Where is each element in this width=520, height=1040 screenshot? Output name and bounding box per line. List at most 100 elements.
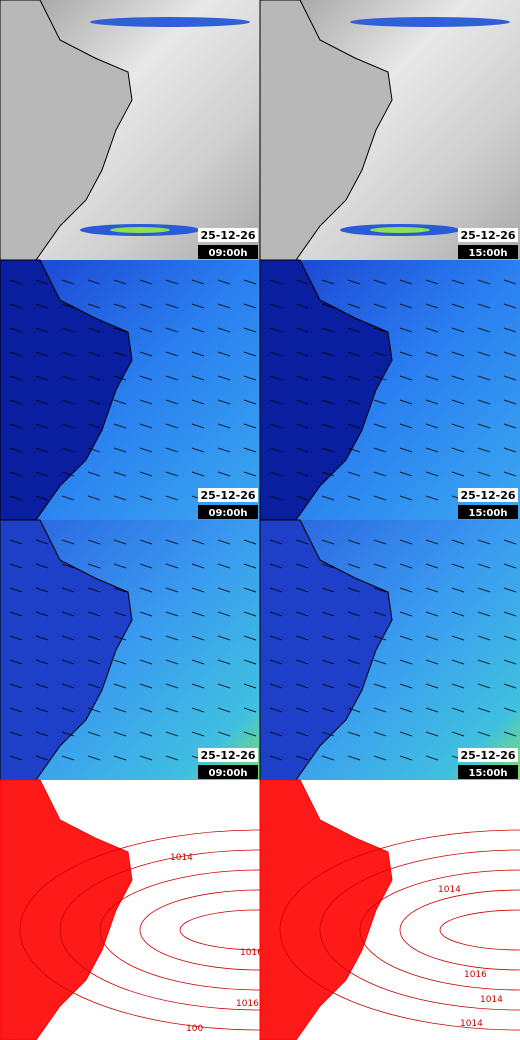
wind-arrow — [35, 423, 49, 429]
wind-arrow — [451, 635, 465, 641]
wind-arrow — [191, 659, 205, 665]
wind-arrow — [113, 399, 127, 405]
wind-arrow — [321, 611, 335, 617]
wind-arrow — [61, 731, 75, 737]
wind-arrow — [503, 683, 517, 689]
wind-arrow — [87, 495, 101, 501]
isobar — [279, 829, 520, 1031]
wind-arrow — [243, 539, 257, 545]
wind-arrow — [295, 731, 309, 737]
wind-arrow — [139, 303, 153, 309]
stamp-date: 25-12-26 — [200, 229, 255, 242]
wind-arrow — [373, 563, 387, 569]
wind-arrow — [269, 375, 283, 381]
wind-arrow — [165, 279, 179, 285]
wind-arrow — [87, 327, 101, 333]
stamp-time: 09:00h — [209, 508, 248, 519]
wind-arrow — [347, 707, 361, 713]
wind-arrow — [503, 587, 517, 593]
wind-arrow — [217, 471, 231, 477]
wind-arrow — [399, 423, 413, 429]
stamp-time-box — [198, 245, 258, 259]
stamp-date: 25-12-26 — [200, 749, 255, 762]
wind-arrow — [347, 659, 361, 665]
wind-arrow — [61, 635, 75, 641]
wind-arrow — [425, 707, 439, 713]
wind-arrow — [477, 707, 491, 713]
wind-arrow — [425, 423, 439, 429]
wind-arrow — [477, 303, 491, 309]
wind-arrow — [139, 471, 153, 477]
stamp-date: 25-12-26 — [460, 489, 515, 502]
cloud-band — [90, 17, 250, 27]
wind-arrow — [139, 279, 153, 285]
wind-arrow — [399, 447, 413, 453]
wind-arrow — [373, 731, 387, 737]
wind-arrow — [139, 683, 153, 689]
wind-arrow — [61, 375, 75, 381]
wind-arrow — [139, 351, 153, 357]
stamp-time: 15:00h — [469, 248, 508, 259]
wind-arrow — [399, 351, 413, 357]
wind-arrow — [503, 707, 517, 713]
wind-arrow — [451, 539, 465, 545]
stamp-time: 15:00h — [469, 768, 508, 779]
stamp-time-box — [458, 505, 518, 519]
wind-arrow — [87, 635, 101, 641]
wind-arrow — [477, 539, 491, 545]
wind-arrow — [9, 351, 23, 357]
map-panel: 25-12-26 09:00h — [0, 519, 260, 781]
wind-arrow — [399, 611, 413, 617]
wind-arrow — [269, 351, 283, 357]
wind-arrow — [9, 375, 23, 381]
stamp-time: 09:00h — [209, 768, 248, 779]
wind-arrow — [243, 423, 257, 429]
wind-arrow — [399, 327, 413, 333]
wind-arrow — [425, 611, 439, 617]
wind-arrow — [269, 471, 283, 477]
wind-arrow — [269, 447, 283, 453]
wind-arrow — [217, 707, 231, 713]
wind-arrow — [373, 659, 387, 665]
wind-arrow — [243, 683, 257, 689]
wind-arrow — [477, 563, 491, 569]
wind-arrow — [399, 471, 413, 477]
wind-arrow — [269, 611, 283, 617]
wind-arrow — [217, 563, 231, 569]
isobar-label: 1016 — [236, 999, 259, 1009]
wind-arrow — [243, 447, 257, 453]
wind-arrow — [399, 587, 413, 593]
wind-arrow — [477, 399, 491, 405]
wind-arrow — [165, 635, 179, 641]
wind-arrow — [191, 611, 205, 617]
wind-arrow — [217, 587, 231, 593]
wind-arrow — [9, 303, 23, 309]
wind-arrow — [425, 683, 439, 689]
wind-arrow — [191, 707, 205, 713]
wind-arrow — [87, 707, 101, 713]
wind-arrow — [347, 611, 361, 617]
wind-arrow — [113, 683, 127, 689]
wind-arrow — [217, 447, 231, 453]
wind-arrow — [269, 279, 283, 285]
wind-arrow — [191, 327, 205, 333]
wind-arrow — [477, 731, 491, 737]
wind-arrow — [373, 611, 387, 617]
wind-arrow — [61, 587, 75, 593]
wind-arrow — [477, 611, 491, 617]
map-panel: 1014 1016 1014 1014 — [259, 779, 520, 1040]
wind-arrow — [87, 447, 101, 453]
wind-arrow — [425, 327, 439, 333]
wind-arrow — [113, 423, 127, 429]
wind-arrow — [165, 611, 179, 617]
isobar-label: 1016 — [240, 948, 263, 958]
stamp-date-box — [458, 488, 518, 502]
wind-arrow — [503, 303, 517, 309]
wind-arrow — [347, 447, 361, 453]
wind-arrow — [425, 587, 439, 593]
wind-arrow — [9, 755, 23, 761]
wind-arrow — [321, 375, 335, 381]
wind-arrow — [191, 423, 205, 429]
wind-arrow — [295, 351, 309, 357]
